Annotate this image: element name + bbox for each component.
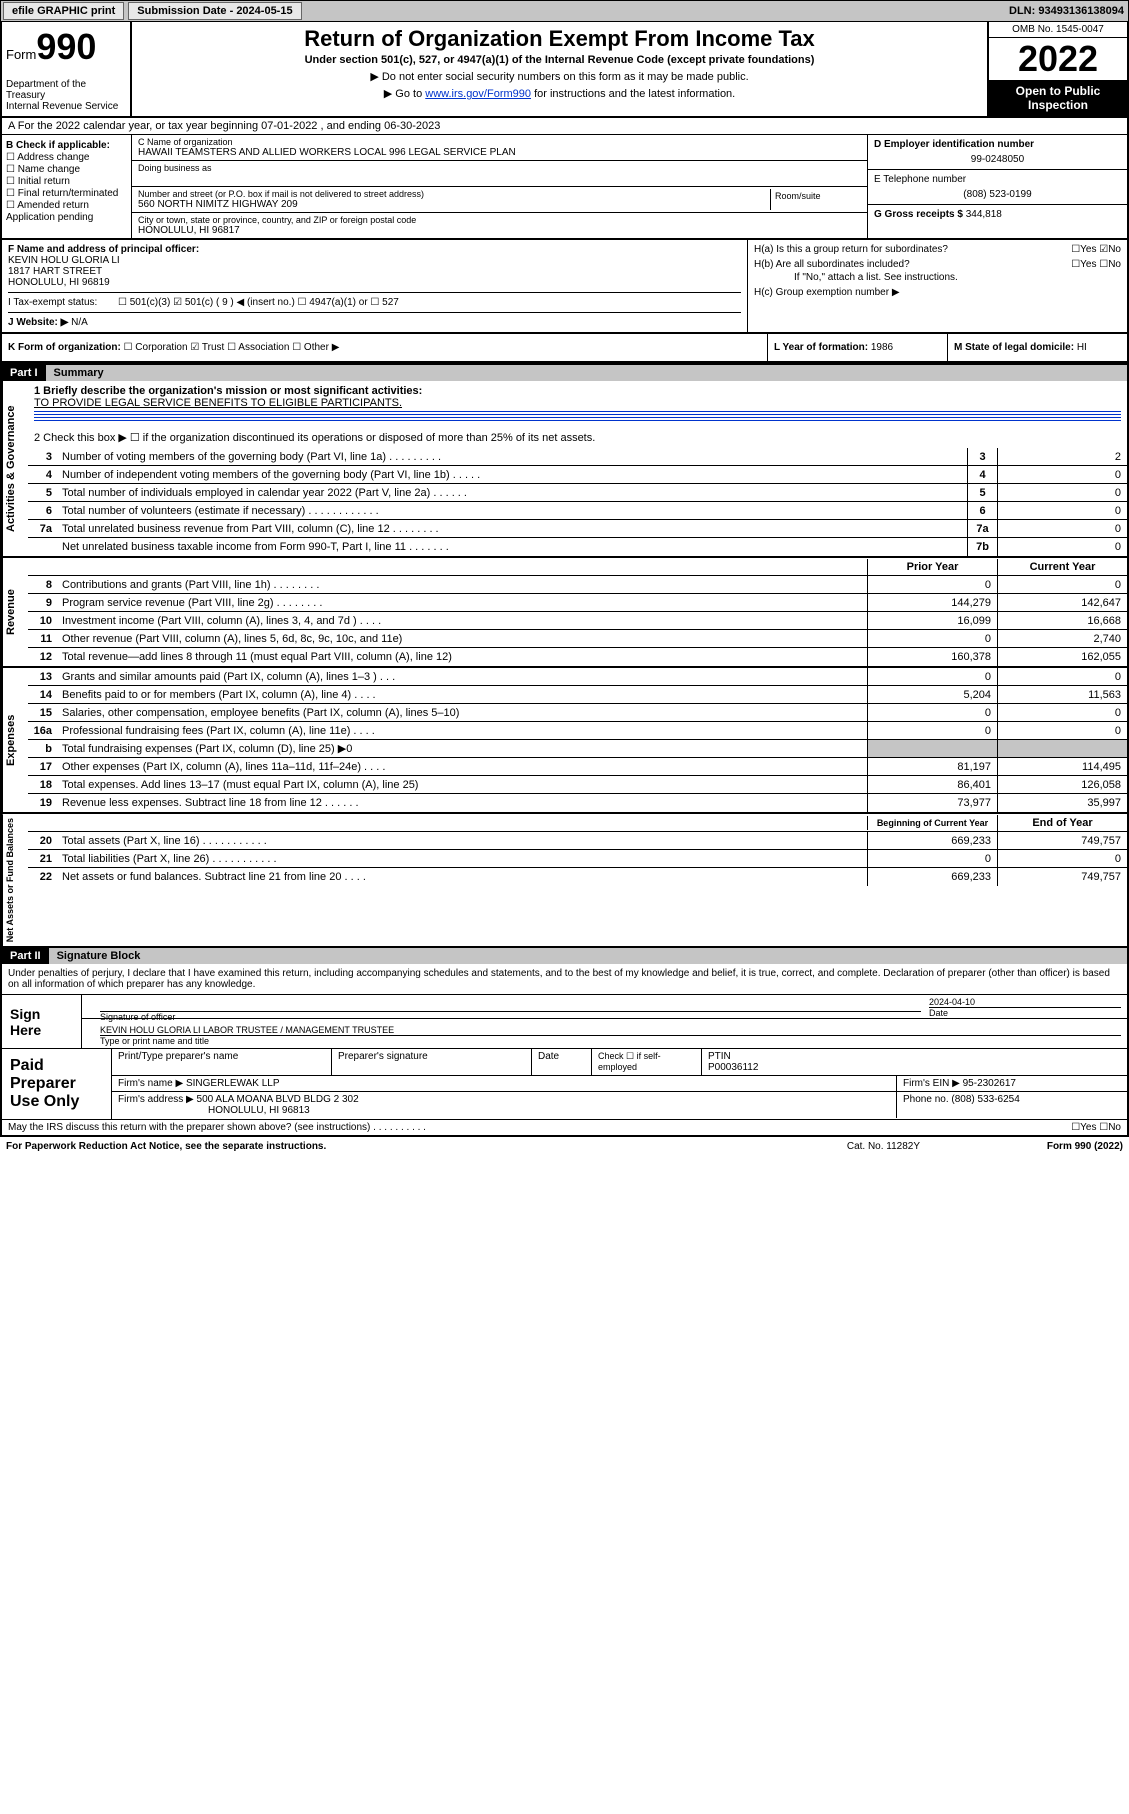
summary-netassets: Net Assets or Fund Balances Beginning of… (0, 814, 1129, 948)
summary-row: 10Investment income (Part VIII, column (… (28, 612, 1127, 630)
summary-expenses: Expenses 13Grants and similar amounts pa… (0, 668, 1129, 814)
firm-ein-cell: Firm's EIN ▶ 95-2302617 (897, 1076, 1127, 1091)
note-ssn: ▶ Do not enter social security numbers o… (140, 70, 979, 83)
sig-officer-label: Signature of officer (100, 1011, 921, 1022)
net-col-header-row: Beginning of Current Year End of Year (28, 814, 1127, 832)
dln-text: DLN: 93493136138094 (1009, 5, 1128, 17)
gross-receipts-row: G Gross receipts $ 344,818 (868, 205, 1127, 238)
part2-label: Part II (2, 948, 49, 964)
summary-row: 21Total liabilities (Part X, line 26) . … (28, 850, 1127, 868)
summary-row: Net unrelated business taxable income fr… (28, 538, 1127, 556)
declaration-text: Under penalties of perjury, I declare th… (2, 964, 1127, 995)
open-to-public: Open to Public Inspection (989, 80, 1127, 116)
omb-number: OMB No. 1545-0047 (989, 22, 1127, 38)
summary-row: 17Other expenses (Part IX, column (A), l… (28, 758, 1127, 776)
irs-link[interactable]: www.irs.gov/Form990 (425, 88, 531, 100)
line-a: A For the 2022 calendar year, or tax yea… (0, 118, 1129, 135)
paid-preparer-table: Paid Preparer Use Only Print/Type prepar… (2, 1048, 1127, 1119)
sign-here-label: Sign Here (2, 995, 82, 1048)
summary-revenue: Revenue b Prior Year Current Year 8Contr… (0, 558, 1129, 668)
org-name-row: C Name of organization HAWAII TEAMSTERS … (132, 135, 867, 161)
form-header: Form990 Department of the Treasury Inter… (0, 22, 1129, 118)
dept-treasury: Department of the Treasury (6, 79, 126, 101)
note-link: ▶ Go to www.irs.gov/Form990 for instruct… (140, 87, 979, 100)
cat-no: Cat. No. 11282Y (847, 1141, 1047, 1152)
section-klm: K Form of organization: ☐ Corporation ☑ … (0, 334, 1129, 363)
vlabel-revenue: Revenue (2, 558, 28, 666)
sig-date-value: 2024-04-10 (929, 997, 1121, 1007)
firm-phone-cell: Phone no. (808) 533-6254 (897, 1092, 1127, 1118)
may-irs-row: May the IRS discuss this return with the… (2, 1119, 1127, 1135)
top-bar: efile GRAPHIC print Submission Date - 20… (0, 0, 1129, 22)
summary-row: 13Grants and similar amounts paid (Part … (28, 668, 1127, 686)
form-title: Return of Organization Exempt From Incom… (140, 26, 979, 52)
summary-row: 3Number of voting members of the governi… (28, 448, 1127, 466)
vlabel-governance: Activities & Governance (2, 381, 28, 556)
line1: 1 Briefly describe the organization's mi… (28, 381, 1127, 427)
part2-title: Signature Block (49, 948, 1127, 964)
section-f: F Name and address of principal officer:… (8, 244, 741, 288)
irs-label: Internal Revenue Service (6, 101, 126, 112)
part1-title: Summary (46, 365, 1127, 381)
firm-name-cell: Firm's name ▶ SINGERLEWAK LLP (112, 1076, 897, 1091)
summary-row: 15Salaries, other compensation, employee… (28, 704, 1127, 722)
prep-date-label: Date (532, 1049, 592, 1075)
street-row: Number and street (or P.O. box if mail i… (132, 187, 867, 213)
firm-addr-cell: Firm's address ▶ 500 ALA MOANA BLVD BLDG… (112, 1092, 897, 1118)
vlabel-netassets: Net Assets or Fund Balances (2, 814, 28, 946)
ein-row: D Employer identification number 99-0248… (868, 135, 1127, 170)
summary-row: 20Total assets (Part X, line 16) . . . .… (28, 832, 1127, 850)
efile-print-button[interactable]: efile GRAPHIC print (3, 2, 124, 20)
part1-header-row: Part I Summary (0, 363, 1129, 381)
signature-block: Under penalties of perjury, I declare th… (0, 964, 1129, 1137)
col-header-row: b Prior Year Current Year (28, 558, 1127, 576)
prep-sig-label: Preparer's signature (332, 1049, 532, 1075)
sig-date-label: Date (929, 1007, 1121, 1018)
section-b: B Check if applicable: ☐ Address change … (2, 135, 132, 238)
summary-row: 8Contributions and grants (Part VIII, li… (28, 576, 1127, 594)
summary-row: 6Total number of volunteers (estimate if… (28, 502, 1127, 520)
submission-date-button[interactable]: Submission Date - 2024-05-15 (128, 2, 301, 20)
officer-title-label: Type or print name and title (100, 1035, 1121, 1046)
footer: For Paperwork Reduction Act Notice, see … (0, 1137, 1129, 1156)
line2: 2 Check this box ▶ ☐ if the organization… (28, 427, 1127, 448)
part2-header-row: Part II Signature Block (0, 948, 1129, 964)
prep-name-label: Print/Type preparer's name (112, 1049, 332, 1075)
summary-row: 19Revenue less expenses. Subtract line 1… (28, 794, 1127, 812)
summary-row: 14Benefits paid to or for members (Part … (28, 686, 1127, 704)
summary-row: 11Other revenue (Part VIII, column (A), … (28, 630, 1127, 648)
summary-governance: Activities & Governance 1 Briefly descri… (0, 381, 1129, 558)
paid-preparer-label: Paid Preparer Use Only (2, 1049, 112, 1119)
tax-year: 2022 (989, 38, 1127, 80)
city-row: City or town, state or province, country… (132, 213, 867, 238)
summary-row: 18Total expenses. Add lines 13–17 (must … (28, 776, 1127, 794)
ptin-cell: PTINP00036112 (702, 1049, 1127, 1075)
summary-row: 22Net assets or fund balances. Subtract … (28, 868, 1127, 886)
form-number-footer: Form 990 (2022) (1047, 1141, 1123, 1152)
summary-row: 5Total number of individuals employed in… (28, 484, 1127, 502)
section-fh: F Name and address of principal officer:… (0, 240, 1129, 334)
dba-row: Doing business as (132, 161, 867, 187)
section-i: I Tax-exempt status: ☐ 501(c)(3) ☑ 501(c… (8, 292, 741, 308)
officer-name: KEVIN HOLU GLORIA LI LABOR TRUSTEE / MAN… (100, 1025, 1121, 1035)
section-h: H(a) Is this a group return for subordin… (747, 240, 1127, 332)
info-section: B Check if applicable: ☐ Address change … (0, 135, 1129, 240)
paperwork-notice: For Paperwork Reduction Act Notice, see … (6, 1141, 847, 1152)
summary-row: 16aProfessional fundraising fees (Part I… (28, 722, 1127, 740)
summary-row: bTotal fundraising expenses (Part IX, co… (28, 740, 1127, 758)
form-number: Form990 (6, 26, 126, 68)
part1-label: Part I (2, 365, 46, 381)
summary-row: 4Number of independent voting members of… (28, 466, 1127, 484)
phone-row: E Telephone number (808) 523-0199 (868, 170, 1127, 205)
form-subtitle: Under section 501(c), 527, or 4947(a)(1)… (140, 54, 979, 66)
check-self-employed: Check ☐ if self-employed (592, 1049, 702, 1075)
vlabel-expenses: Expenses (2, 668, 28, 812)
summary-row: 7aTotal unrelated business revenue from … (28, 520, 1127, 538)
summary-row: 12Total revenue—add lines 8 through 11 (… (28, 648, 1127, 666)
summary-row: 9Program service revenue (Part VIII, lin… (28, 594, 1127, 612)
section-j: J Website: ▶ N/A (8, 312, 741, 328)
